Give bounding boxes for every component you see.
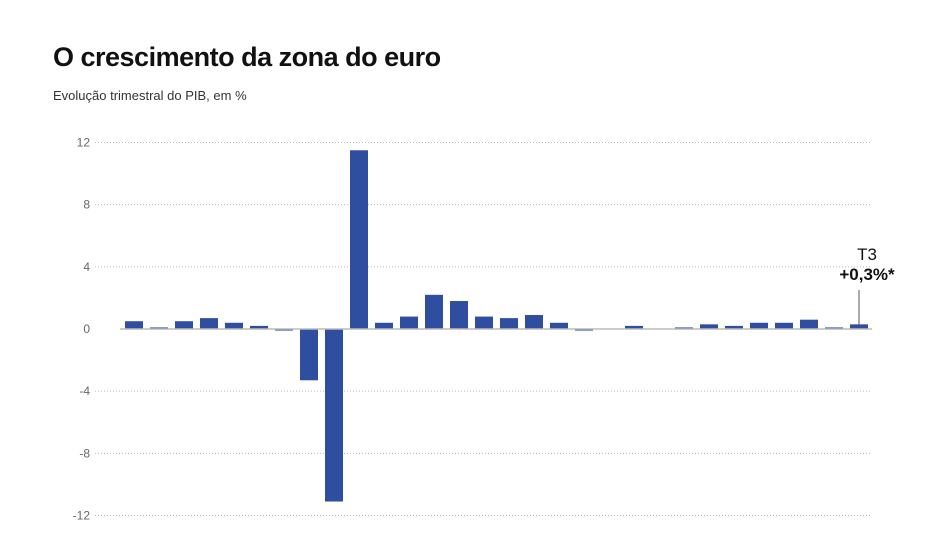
- bar: [525, 315, 543, 329]
- chart-title: O crescimento da zona do euro: [53, 42, 441, 72]
- bar: [250, 325, 268, 329]
- y-tick-label: 4: [83, 260, 90, 274]
- bar: [325, 329, 343, 502]
- bar: [125, 321, 143, 329]
- bar: [850, 324, 868, 329]
- bar: [375, 322, 393, 329]
- bar: [175, 321, 193, 329]
- bar: [225, 322, 243, 329]
- bar: [200, 318, 218, 329]
- bar: [575, 329, 593, 331]
- y-tick-label: 0: [83, 322, 90, 336]
- chart-subtitle: Evolução trimestral do PIB, em %: [53, 88, 247, 103]
- bar: [400, 316, 418, 329]
- bar: [725, 325, 743, 329]
- bar: [550, 322, 568, 329]
- bar: [425, 294, 443, 329]
- bar: [450, 301, 468, 329]
- bar: [825, 327, 843, 329]
- annotation-period: T3: [857, 245, 877, 264]
- y-tick-label: -4: [79, 384, 90, 398]
- bar: [475, 316, 493, 329]
- y-tick-label: -12: [73, 509, 91, 523]
- bar: [275, 329, 293, 331]
- y-tick-label: 12: [77, 136, 91, 150]
- bar: [625, 325, 643, 329]
- bar: [700, 324, 718, 329]
- bar: [675, 327, 693, 329]
- bar: [500, 318, 518, 329]
- bar: [750, 322, 768, 329]
- bar: [150, 327, 168, 329]
- bar: [300, 329, 318, 381]
- bar: [800, 319, 818, 329]
- bar: [350, 150, 368, 329]
- y-tick-label: -8: [79, 446, 90, 460]
- y-tick-label: 8: [83, 198, 90, 212]
- annotation-value: +0,3%*: [839, 265, 895, 284]
- bar: [775, 322, 793, 329]
